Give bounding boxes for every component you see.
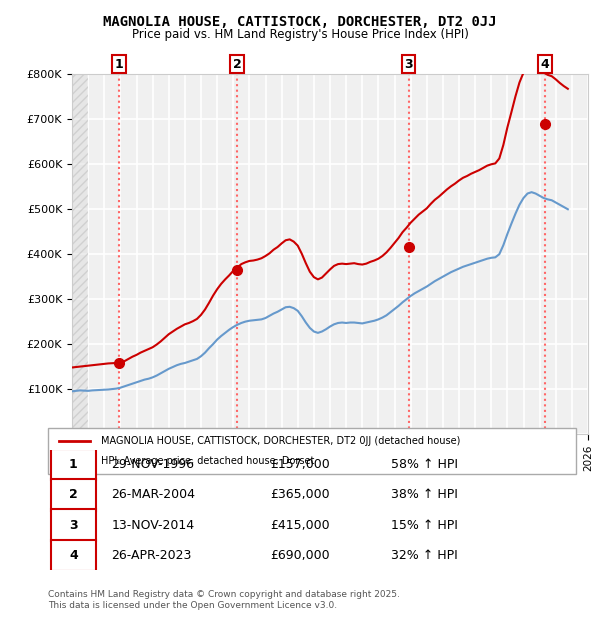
Text: £415,000: £415,000 — [270, 518, 329, 531]
Text: 1: 1 — [69, 458, 78, 471]
Text: Contains HM Land Registry data © Crown copyright and database right 2025.
This d: Contains HM Land Registry data © Crown c… — [48, 590, 400, 609]
Text: 3: 3 — [69, 518, 77, 531]
Text: 32% ↑ HPI: 32% ↑ HPI — [391, 549, 458, 562]
Text: 29-NOV-1996: 29-NOV-1996 — [112, 458, 194, 471]
FancyBboxPatch shape — [50, 479, 95, 510]
Text: Price paid vs. HM Land Registry's House Price Index (HPI): Price paid vs. HM Land Registry's House … — [131, 28, 469, 41]
Text: MAGNOLIA HOUSE, CATTISTOCK, DORCHESTER, DT2 0JJ: MAGNOLIA HOUSE, CATTISTOCK, DORCHESTER, … — [103, 16, 497, 30]
Text: 4: 4 — [69, 549, 78, 562]
Text: 26-APR-2023: 26-APR-2023 — [112, 549, 192, 562]
Text: £365,000: £365,000 — [270, 489, 329, 502]
Text: 26-MAR-2004: 26-MAR-2004 — [112, 489, 196, 502]
Text: 38% ↑ HPI: 38% ↑ HPI — [391, 489, 458, 502]
Text: 3: 3 — [404, 58, 413, 71]
Text: MAGNOLIA HOUSE, CATTISTOCK, DORCHESTER, DT2 0JJ (detached house): MAGNOLIA HOUSE, CATTISTOCK, DORCHESTER, … — [101, 436, 460, 446]
Text: £157,000: £157,000 — [270, 458, 329, 471]
Text: 15% ↑ HPI: 15% ↑ HPI — [391, 518, 458, 531]
FancyBboxPatch shape — [50, 449, 95, 480]
Text: 4: 4 — [541, 58, 549, 71]
Text: 2: 2 — [69, 489, 78, 502]
Text: HPI: Average price, detached house, Dorset: HPI: Average price, detached house, Dors… — [101, 456, 314, 466]
Text: 58% ↑ HPI: 58% ↑ HPI — [391, 458, 458, 471]
FancyBboxPatch shape — [48, 428, 576, 474]
Text: 13-NOV-2014: 13-NOV-2014 — [112, 518, 194, 531]
FancyBboxPatch shape — [50, 539, 95, 571]
Text: 2: 2 — [233, 58, 241, 71]
FancyBboxPatch shape — [50, 510, 95, 541]
Bar — [72, 74, 88, 434]
Text: £690,000: £690,000 — [270, 549, 329, 562]
Text: 1: 1 — [115, 58, 123, 71]
